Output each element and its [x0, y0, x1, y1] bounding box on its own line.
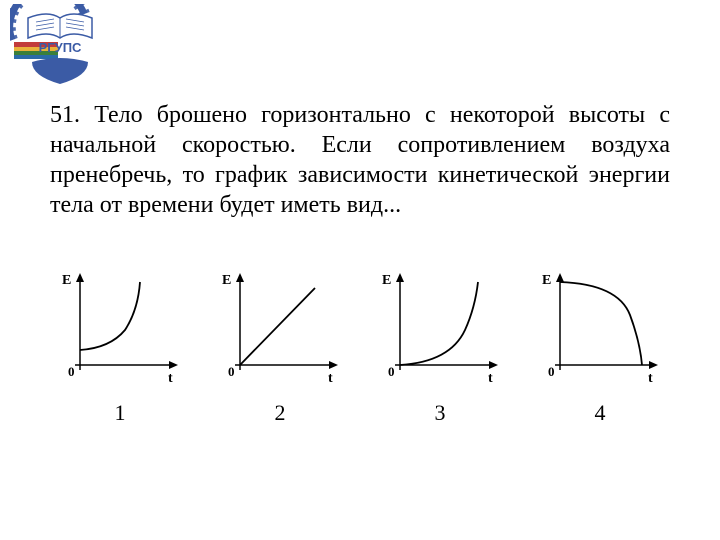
y-axis-label: E: [382, 273, 391, 288]
curve-1: [80, 282, 140, 350]
logo-text: РГУПС: [39, 40, 82, 55]
x-axis-label: t: [488, 371, 493, 386]
option-number-1: 1: [115, 400, 126, 426]
origin-label: 0: [548, 364, 555, 379]
charts-row: E t 0 1 E t 0 2 E t 0 3: [50, 270, 670, 426]
logo: РГУПС: [10, 4, 110, 84]
x-axis-label: t: [168, 371, 173, 386]
option-number-2: 2: [275, 400, 286, 426]
chart-option-4: E t 0 4: [530, 270, 670, 426]
curve-2: [240, 288, 315, 365]
option-number-4: 4: [595, 400, 606, 426]
y-axis-label: E: [542, 273, 551, 288]
question-text: 51. Тело брошено горизонтально с некотор…: [50, 100, 670, 220]
chart-option-3: E t 0 3: [370, 270, 510, 426]
y-axis-label: E: [222, 273, 231, 288]
option-number-3: 3: [435, 400, 446, 426]
chart-option-2: E t 0 2: [210, 270, 350, 426]
chart-option-1: E t 0 1: [50, 270, 190, 426]
origin-label: 0: [388, 364, 395, 379]
origin-label: 0: [68, 364, 75, 379]
y-axis-label: E: [62, 273, 71, 288]
curve-4: [560, 282, 642, 365]
curve-3: [400, 282, 478, 365]
origin-label: 0: [228, 364, 235, 379]
x-axis-label: t: [328, 371, 333, 386]
x-axis-label: t: [648, 371, 653, 386]
